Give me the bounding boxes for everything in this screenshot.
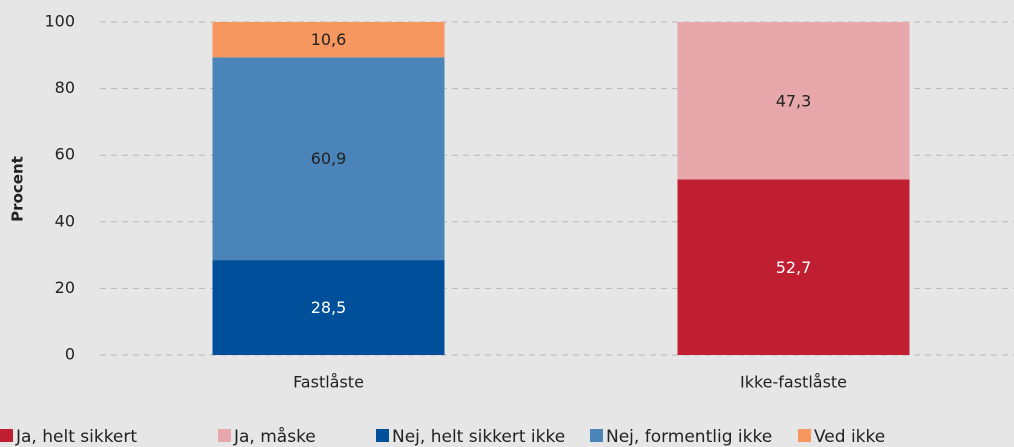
value-label: 10,6 <box>311 30 347 49</box>
legend-label: Ja, måske <box>233 426 316 447</box>
legend-swatch <box>376 429 389 442</box>
bar-segment <box>212 22 445 58</box>
legend-swatch <box>798 429 811 442</box>
bar-segment <box>677 179 910 355</box>
value-label: 60,9 <box>311 149 347 168</box>
value-label: 47,3 <box>776 91 812 110</box>
bar-segment <box>677 22 910 180</box>
y-tick-label: 40 <box>55 211 75 230</box>
legend-label: Ved ikke <box>814 427 885 447</box>
legend-swatch <box>0 429 13 442</box>
y-tick-label: 60 <box>55 145 75 164</box>
y-axis-label: Procent <box>9 156 27 222</box>
legend-label: Nej, formentlig ikke <box>606 427 772 447</box>
x-tick-label: Fastlåste <box>293 373 364 392</box>
value-label: 28,5 <box>311 298 347 317</box>
bar-segment <box>212 57 445 261</box>
y-tick-label: 100 <box>44 12 75 31</box>
value-label: 52,7 <box>776 258 812 277</box>
legend-label: Ja, helt sikkert <box>15 427 137 447</box>
x-tick-label: Ikke-fastlåste <box>740 373 847 392</box>
legend-label: Nej, helt sikkert ikke <box>392 427 565 447</box>
legend-swatch <box>218 429 231 442</box>
y-tick-label: 0 <box>65 345 75 364</box>
legend-swatch <box>590 429 603 442</box>
y-tick-label: 20 <box>55 278 75 297</box>
bar-segment <box>212 260 445 355</box>
y-tick-label: 80 <box>55 78 75 97</box>
